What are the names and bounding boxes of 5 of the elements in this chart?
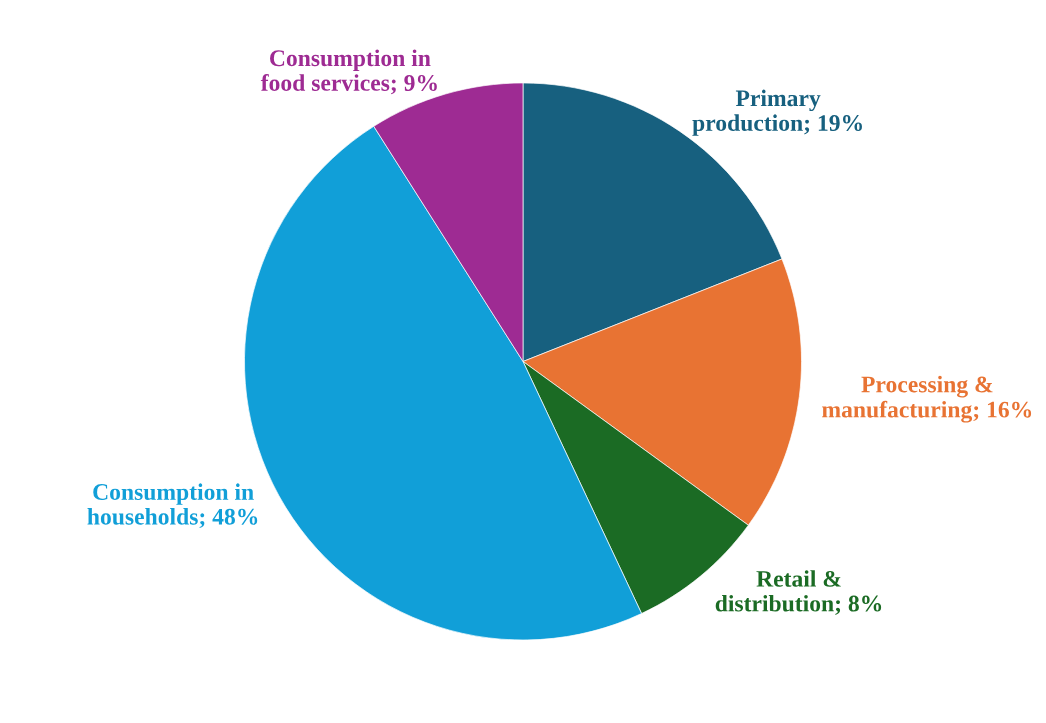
slice-label: Retail & distribution; 8%	[715, 570, 882, 615]
slice-label: Processing & manufacturing; 16%	[822, 375, 1032, 423]
slice-label: Consumption in food services; 9%	[260, 49, 437, 95]
slice-label: Primary production; 19%	[692, 89, 862, 136]
slice-label: Consumption in households; 48%	[87, 483, 258, 529]
